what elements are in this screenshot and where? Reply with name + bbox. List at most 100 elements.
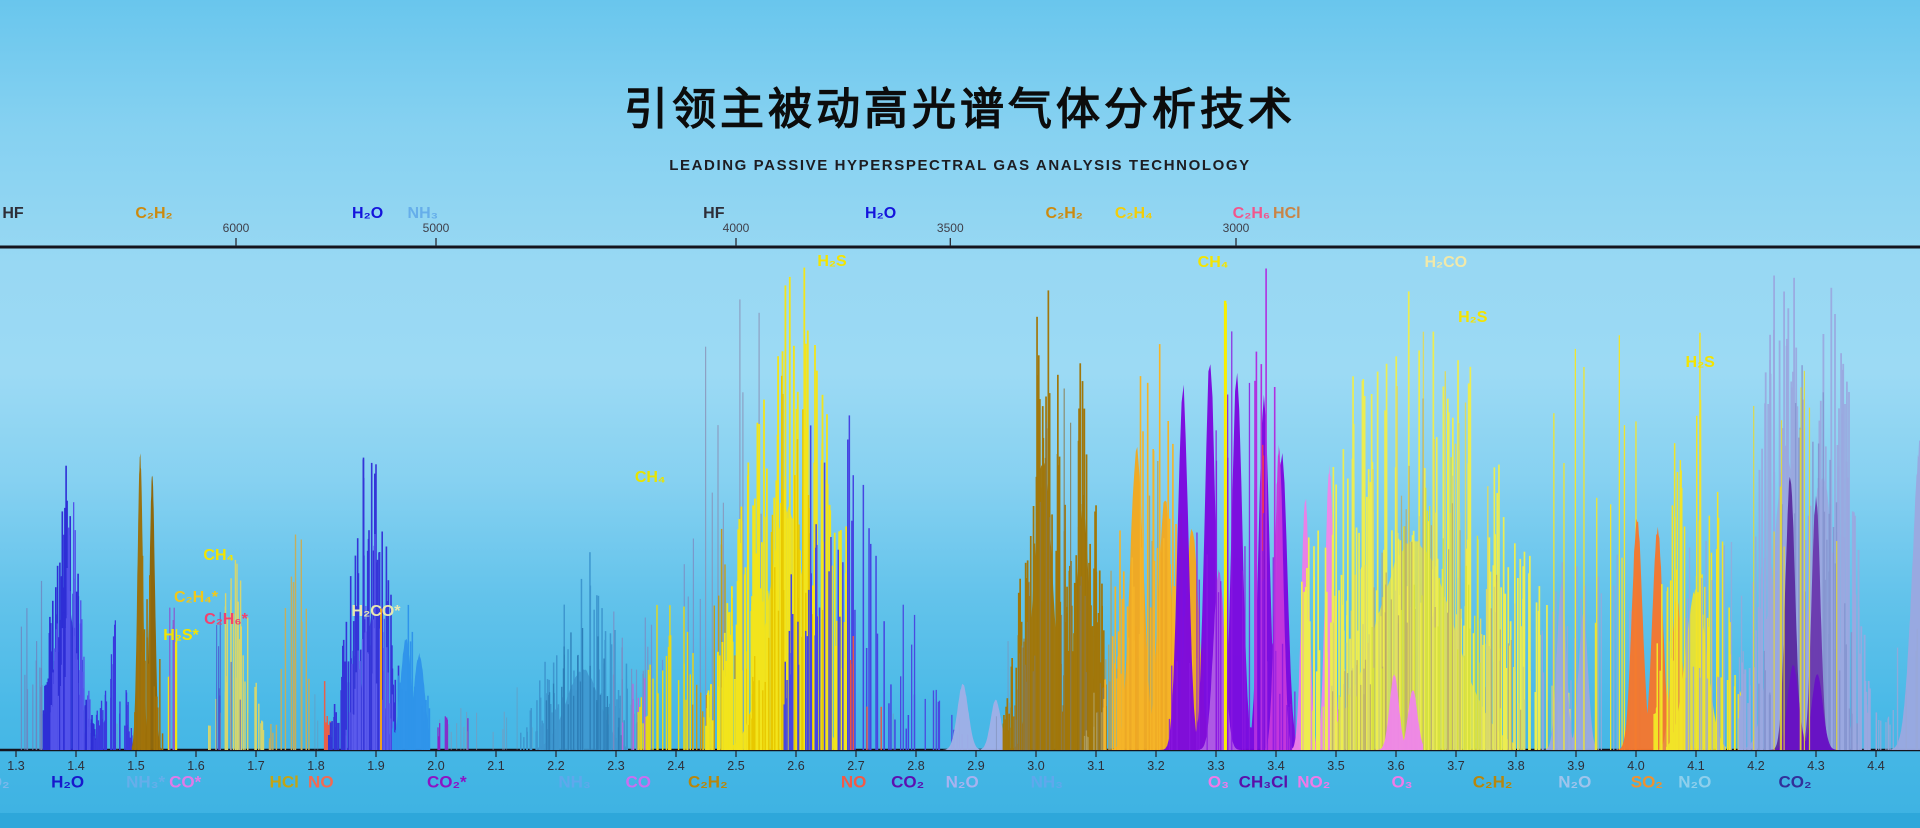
band-CH₄ (216, 612, 241, 750)
plot-gas-label: CH₄ (1197, 254, 1229, 271)
band-misc (1685, 536, 1757, 750)
band-CH₃Cl (1254, 268, 1276, 750)
band-NO₂ (1265, 444, 1294, 750)
top-gas-label: C₂H₆ (1232, 205, 1271, 222)
bottom-axis-tick-label: 3.9 (1567, 758, 1585, 773)
bottom-gas-label: NO (840, 772, 867, 792)
band-CO* (169, 607, 175, 750)
bottom-axis-tick-label: 1.7 (247, 758, 265, 773)
bottom-gas-label: N₂O (1678, 772, 1712, 792)
band-HCl (268, 534, 310, 750)
band-O₃ (1375, 674, 1423, 750)
top-axis-tick-label: 4000 (722, 221, 750, 235)
bottom-axis-tick-label: 3.8 (1507, 758, 1525, 773)
band-CO₂ (1885, 440, 1920, 750)
page-title: 引领主被动高光谱气体分析技术 (624, 85, 1296, 134)
bottom-axis-tick-label: 2.1 (487, 758, 505, 773)
bottom-axis-tick-label: 2.8 (907, 758, 925, 773)
bottom-axis-tick-label: 1.5 (127, 758, 145, 773)
band-CH₄ (208, 559, 265, 750)
bottom-gas-label: NH₃* (126, 772, 166, 792)
plot-gas-label: H₂S (1458, 309, 1488, 326)
band-H₂O (20, 580, 43, 750)
bottom-gas-label: CO* (169, 772, 202, 792)
band-H₂O (93, 620, 133, 750)
top-gas-label: H₂O (865, 205, 897, 222)
bottom-axis-tick-label: 2.6 (787, 758, 805, 773)
band-CO₂ (1795, 495, 1837, 750)
top-gas-label: NH₃ (407, 205, 439, 222)
bottom-gas-label: CO₂ (1778, 772, 1812, 792)
plot-gas-label: CH₄ (634, 469, 666, 486)
bottom-axis-tick-label: 3.0 (1027, 758, 1045, 773)
bottom-axis-tick-label: 3.4 (1267, 758, 1285, 773)
top-gas-label: C₂H₂ (135, 205, 173, 222)
band-misc (1753, 370, 1838, 750)
bottom-axis-tick-label: 3.6 (1387, 758, 1405, 773)
top-axis-tick-label: 3000 (1222, 221, 1250, 235)
plot-gas-label: H₂S (1685, 354, 1715, 371)
bottom-axis-tick-label: 2.3 (607, 758, 625, 773)
bottom-axis-tick-label: 4.0 (1627, 758, 1645, 773)
top-gas-label: C₂H₄ (1114, 205, 1153, 222)
plot-gas-label: C₂H₆* (204, 611, 248, 628)
band-CO₂* (437, 716, 469, 750)
band-CO₂ (1765, 476, 1816, 750)
footer-strip (0, 813, 1920, 828)
bottom-axis-tick-label: 1.9 (367, 758, 385, 773)
band-NO (849, 636, 882, 750)
bottom-gas-label: CO₂ (891, 772, 925, 792)
page-subtitle: LEADING PASSIVE HYPERSPECTRAL GAS ANALYS… (669, 157, 1251, 174)
band-misc (1875, 628, 1918, 750)
bottom-axis-tick-label: 2.2 (547, 758, 565, 773)
bottom-gas-label: CH₃Cl (1238, 772, 1289, 792)
band-C₂H₂ (134, 555, 164, 750)
bottom-axis-tick-label: 2.9 (967, 758, 985, 773)
top-gas-label: C₂H₂ (1045, 205, 1083, 222)
bottom-gas-label: C₂H₂ (1472, 772, 1513, 792)
bottom-gas-label: CO (625, 772, 651, 792)
band-C₂H₂ (637, 604, 705, 750)
band-misc (380, 608, 382, 750)
plot-gas-label: H₂CO (1424, 254, 1468, 271)
top-gas-label: HF (703, 205, 725, 222)
band-N₂O (943, 684, 985, 750)
bottom-axis-tick-label: 1.4 (67, 758, 85, 773)
band-H₂O (345, 534, 394, 750)
bottom-gas-label: H₂O (51, 772, 85, 792)
plot-gas-label: H₂CO* (351, 603, 401, 620)
bottom-axis-tick-label: 4.4 (1867, 758, 1885, 773)
band-H₂S (705, 267, 850, 750)
plot-gas-label: H₂S* (163, 627, 199, 644)
band-CH₃Cl (1159, 364, 1303, 750)
bottom-axis-tick-label: 4.1 (1687, 758, 1705, 773)
bottom-gas-label: O₃ (1207, 772, 1229, 792)
band-misc (450, 708, 505, 750)
band-N₂O (1543, 582, 1597, 750)
top-gas-label: HF (2, 205, 24, 222)
top-axis-tick-label: 5000 (422, 221, 450, 235)
bottom-gas-label: N₂O (1558, 772, 1592, 792)
top-gas-label: HCl (1273, 205, 1301, 222)
top-axis-tick-label: 3500 (936, 221, 964, 235)
band-CH₄ (1223, 300, 1227, 750)
bottom-gas-label: NH₃ (1030, 772, 1064, 792)
bottom-gas-label: NO (308, 772, 334, 792)
bottom-gas-label: O₂ (0, 772, 10, 792)
band-SO₂ (1616, 518, 1672, 750)
bottom-axis-tick-label: 3.7 (1447, 758, 1465, 773)
bottom-gas-label: SO₂ (1630, 772, 1663, 792)
bottom-axis-tick-label: 4.3 (1807, 758, 1825, 773)
bottom-gas-label: C₂H₂ (687, 772, 728, 792)
band-NO₂ (1313, 464, 1345, 750)
top-gas-label: H₂O (352, 205, 384, 222)
bottom-gas-label: NH₃ (558, 772, 591, 792)
band-misc (1338, 457, 1501, 750)
bottom-axis-tick-label: 3.1 (1087, 758, 1105, 773)
bottom-axis-tick-label: 3.5 (1327, 758, 1345, 773)
band-CO₂ (1771, 664, 1837, 750)
bottom-axis-tick-label: 1.3 (7, 758, 25, 773)
bottom-axis-tick-label: 3.3 (1207, 758, 1225, 773)
